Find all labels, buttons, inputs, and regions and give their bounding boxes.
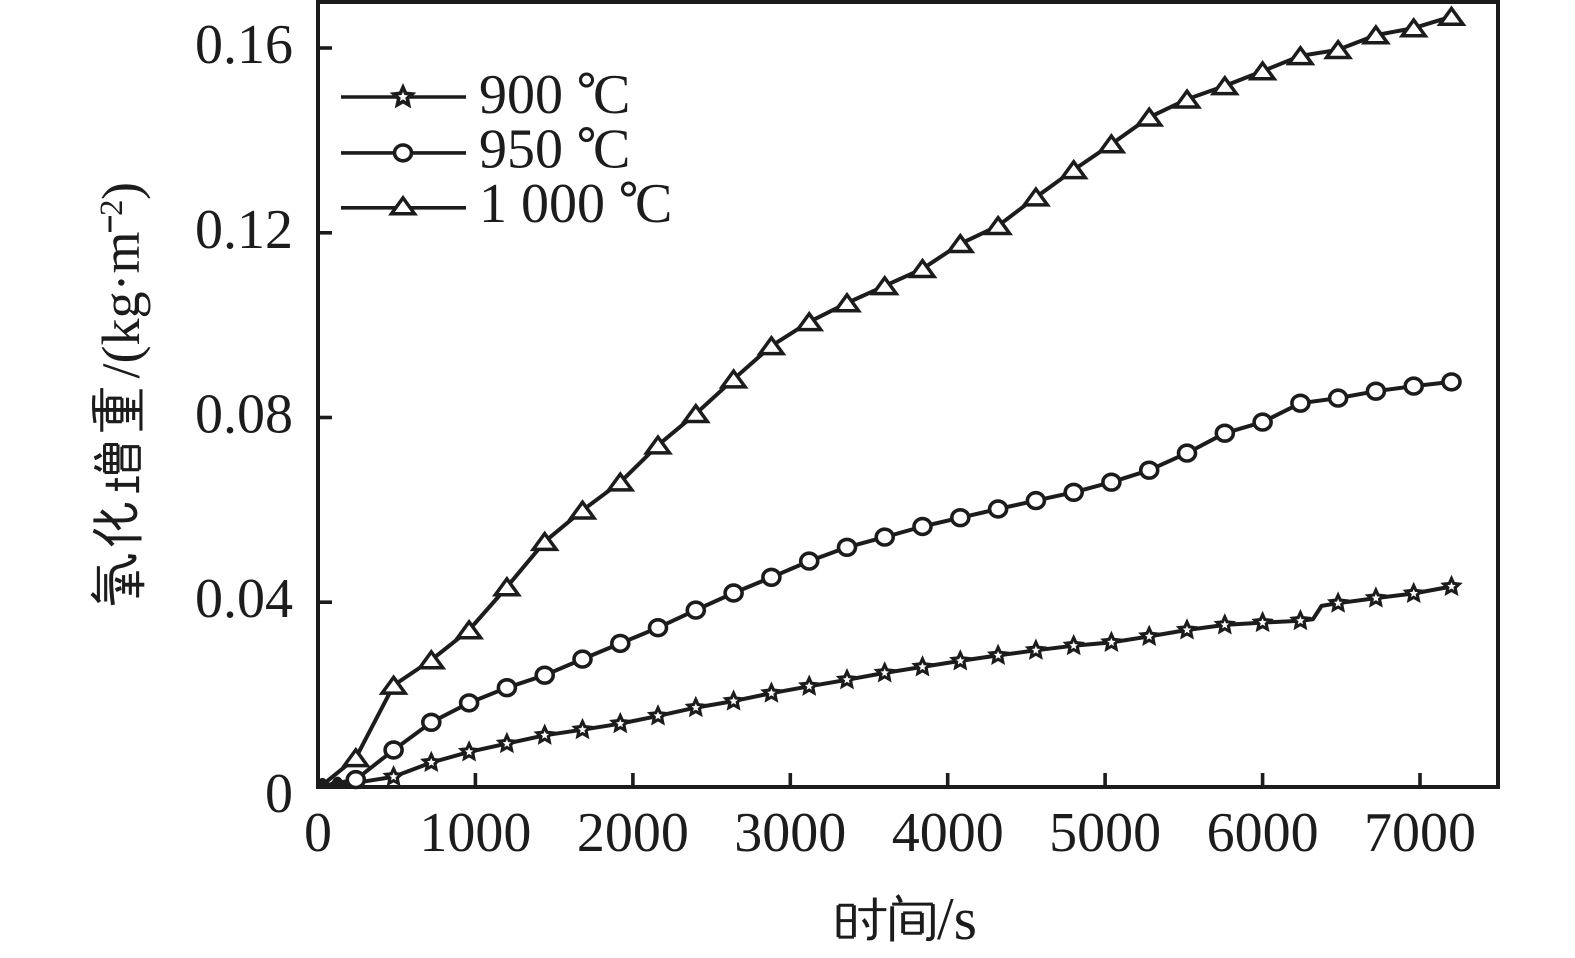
svg-text:0.12: 0.12: [195, 199, 293, 261]
svg-text:5000: 5000: [1049, 802, 1161, 864]
svg-text:): ): [91, 182, 151, 200]
svg-text:/s: /s: [937, 886, 977, 952]
svg-text:0: 0: [304, 802, 332, 864]
svg-text:/(kg·m: /(kg·m: [91, 232, 151, 379]
svg-text:1000: 1000: [419, 802, 531, 864]
svg-text:C: C: [635, 173, 672, 235]
svg-text:C: C: [593, 64, 630, 126]
svg-text:4000: 4000: [892, 802, 1004, 864]
svg-text:0.16: 0.16: [195, 14, 293, 76]
svg-text:C: C: [593, 119, 630, 181]
svg-text:950: 950: [479, 119, 563, 181]
svg-text:2: 2: [94, 200, 130, 217]
svg-text:0.08: 0.08: [195, 384, 293, 446]
svg-text:3000: 3000: [734, 802, 846, 864]
svg-text:7000: 7000: [1364, 802, 1476, 864]
svg-text:1 000: 1 000: [479, 173, 605, 235]
svg-text:0.04: 0.04: [195, 568, 293, 630]
svg-text:2000: 2000: [577, 802, 689, 864]
svg-text:6000: 6000: [1207, 802, 1319, 864]
svg-text:0: 0: [265, 763, 293, 825]
svg-text:900: 900: [479, 64, 563, 126]
